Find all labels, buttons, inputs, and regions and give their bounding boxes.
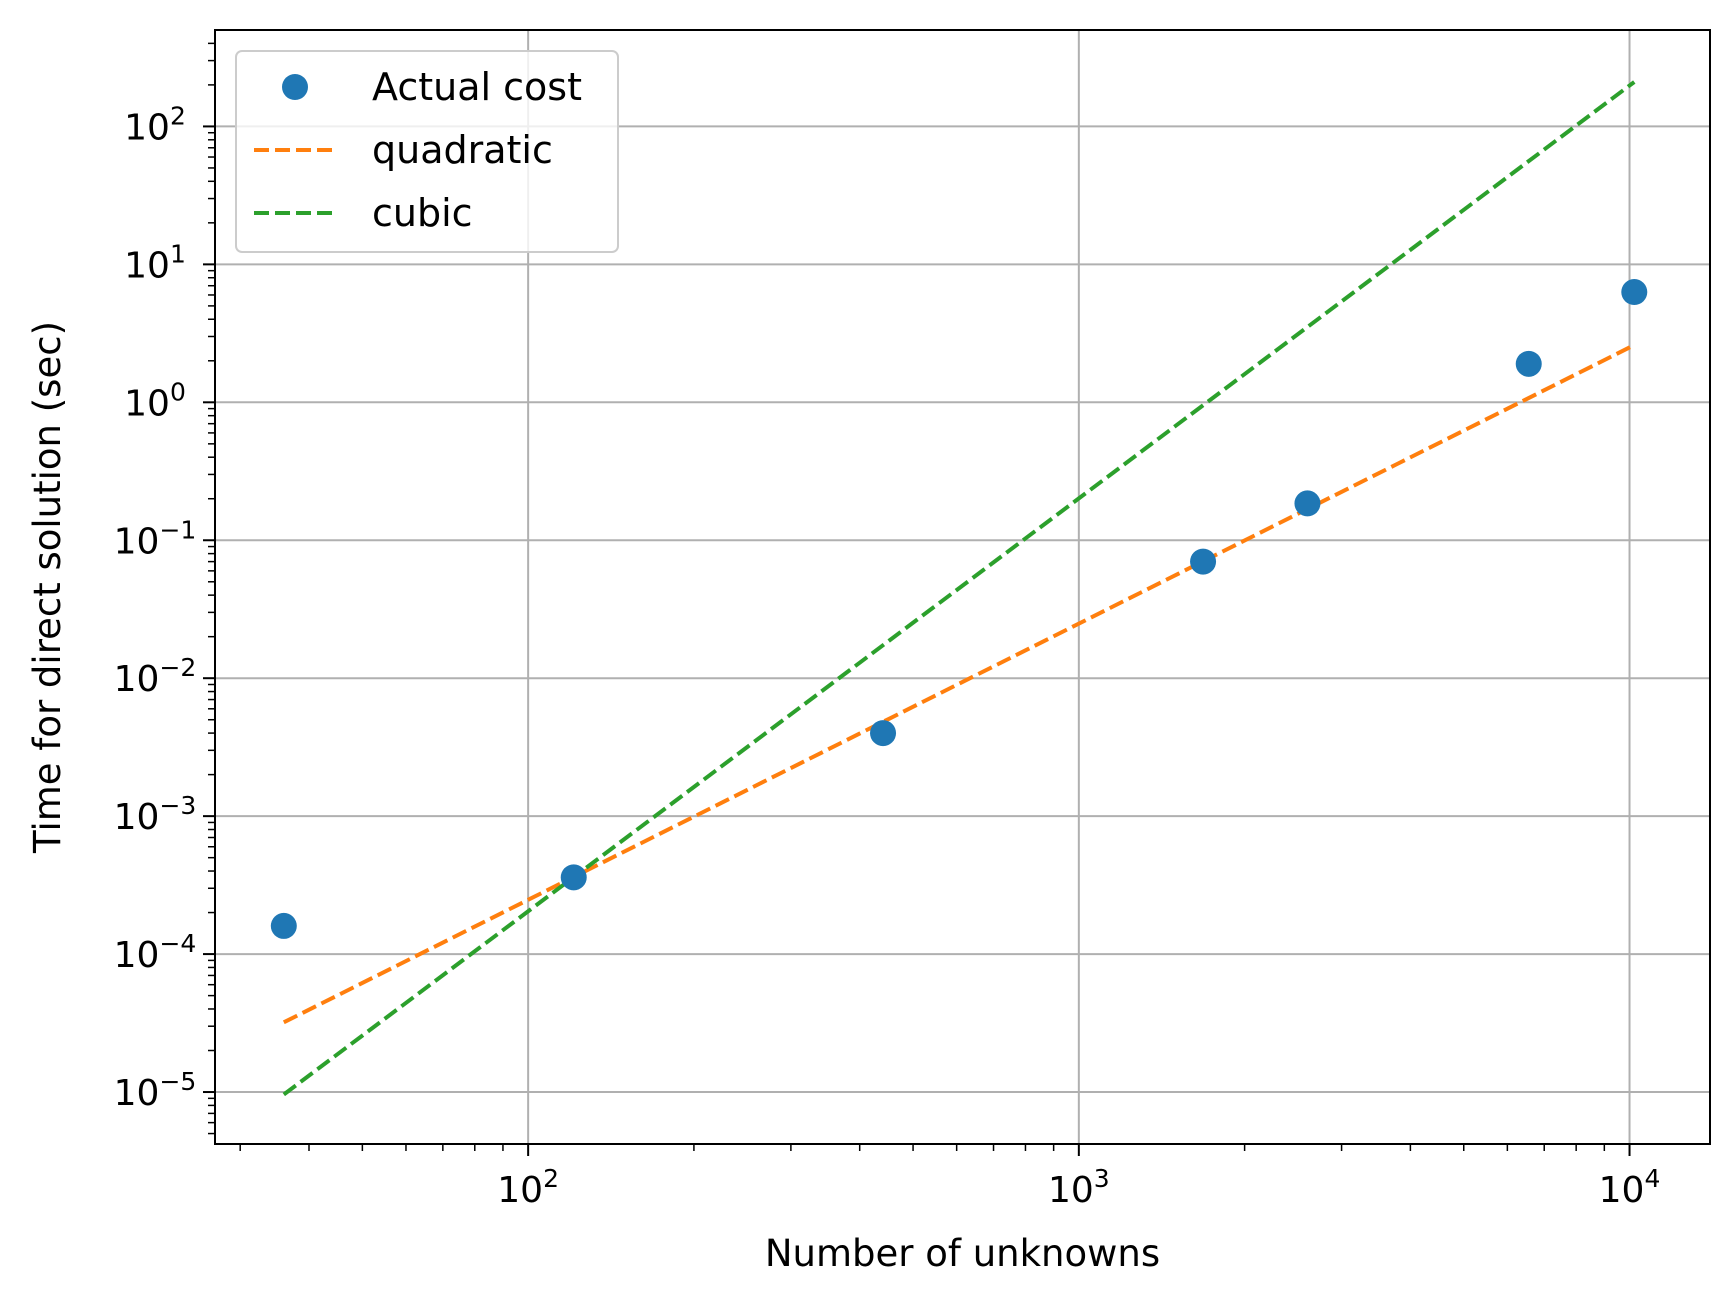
y-tick-label-base: 10	[114, 1073, 160, 1114]
series-layer	[270, 80, 1648, 1097]
x-tick-label-exponent: 4	[1644, 1164, 1660, 1193]
x-tick-label: 104	[1599, 1164, 1661, 1211]
legend: Actual cost quadratic cubic	[235, 50, 619, 253]
major-ticks	[203, 125, 1631, 1156]
y-tick-label-exponent: −3	[159, 791, 196, 820]
y-tick-label-exponent: 1	[170, 239, 186, 268]
data-point	[1515, 350, 1542, 377]
y-tick-label: 10−2	[114, 653, 197, 700]
y-tick-label-base: 10	[124, 107, 170, 148]
y-tick-label-base: 10	[124, 383, 170, 424]
data-point	[1294, 490, 1321, 517]
minor-ticks	[208, 42, 1606, 1151]
y-tick-label-base: 10	[114, 935, 160, 976]
legend-marker	[282, 74, 308, 100]
x-tick-label-base: 10	[1048, 1170, 1094, 1211]
y-tick-label-exponent: 2	[170, 101, 186, 130]
y-tick-label-exponent: −5	[159, 1067, 196, 1096]
data-point	[270, 912, 297, 939]
y-tick-label-exponent: −2	[159, 653, 196, 682]
y-tick-label: 10−4	[114, 929, 197, 976]
y-tick-label-base: 10	[114, 797, 160, 838]
y-tick-label: 10−1	[114, 515, 197, 562]
grid	[215, 30, 1710, 1144]
legend-box	[235, 50, 619, 253]
y-tick-label: 10−3	[114, 791, 197, 838]
x-tick-label-base: 10	[497, 1170, 543, 1211]
y-tick-label-base: 10	[114, 659, 160, 700]
cubic-line	[282, 80, 1636, 1097]
y-tick-label: 102	[124, 101, 186, 148]
y-tick-label: 101	[124, 239, 186, 286]
y-tick-label-exponent: −1	[159, 515, 196, 544]
data-point	[870, 720, 897, 747]
plot-frame	[214, 29, 1711, 1145]
x-tick-label: 103	[1048, 1164, 1110, 1211]
y-tick-label-exponent: 0	[170, 377, 186, 406]
y-tick-label-exponent: −4	[159, 929, 196, 958]
y-axis-label: Time for direct solution (sec)	[26, 321, 69, 854]
y-tick-label: 10−5	[114, 1067, 197, 1114]
x-axis-label: Number of unknowns	[765, 1232, 1160, 1275]
data-point	[560, 864, 587, 891]
data-point	[1190, 548, 1217, 575]
legend-label: cubic	[372, 191, 473, 235]
legend-label: Actual cost	[372, 65, 582, 109]
x-tick-label-exponent: 3	[1094, 1164, 1110, 1193]
data-point	[1621, 279, 1648, 306]
y-tick-label-base: 10	[114, 521, 160, 562]
y-tick-label: 100	[124, 377, 186, 424]
legend-label: quadratic	[372, 128, 553, 172]
x-tick-label-exponent: 2	[543, 1164, 559, 1193]
x-tick-label-base: 10	[1599, 1170, 1645, 1211]
x-tick-label: 102	[497, 1164, 559, 1211]
y-tick-label-base: 10	[124, 245, 170, 286]
